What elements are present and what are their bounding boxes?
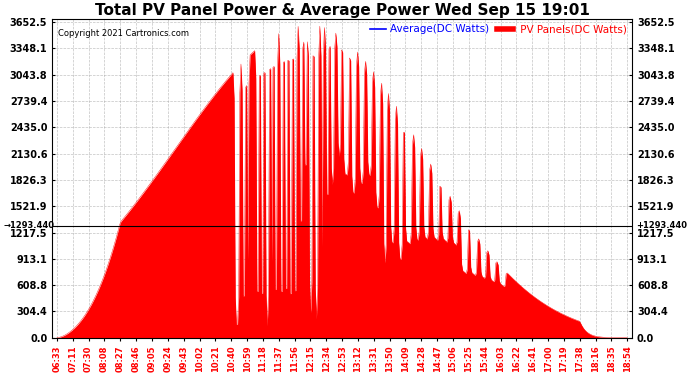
Text: Copyright 2021 Cartronics.com: Copyright 2021 Cartronics.com	[58, 28, 189, 38]
Text: →1293.440: →1293.440	[3, 222, 54, 231]
Legend: Average(DC Watts),  PV Panels(DC Watts): Average(DC Watts), PV Panels(DC Watts)	[366, 20, 631, 38]
Text: +1293.440: +1293.440	[636, 222, 687, 231]
Title: Total PV Panel Power & Average Power Wed Sep 15 19:01: Total PV Panel Power & Average Power Wed…	[95, 3, 589, 18]
